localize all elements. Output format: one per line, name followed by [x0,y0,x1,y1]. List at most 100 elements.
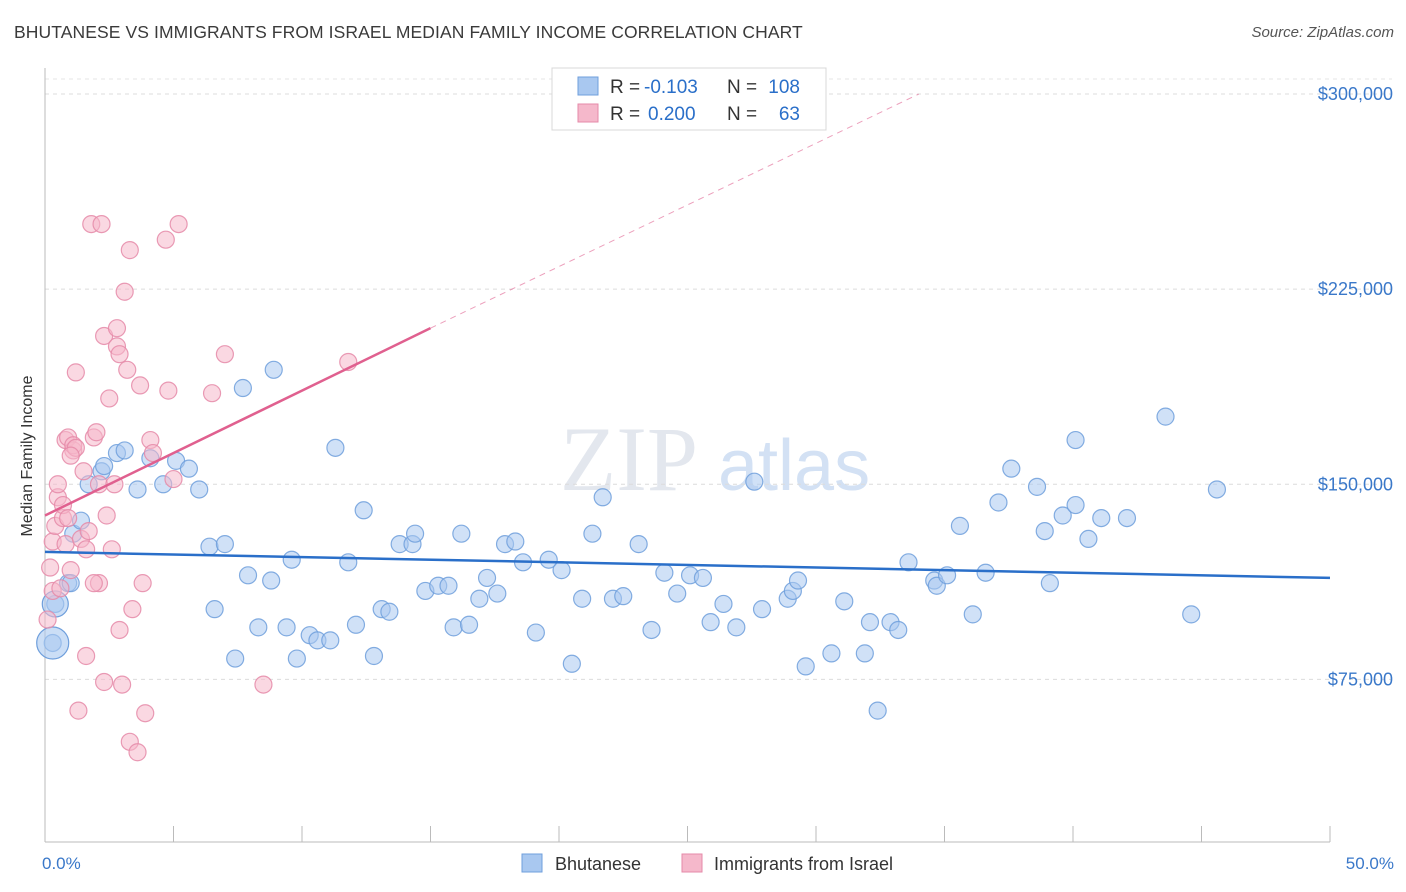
gridlines [45,78,1392,680]
israel-trend-extension [430,93,920,329]
bhutanese-point [950,516,970,535]
y-axis-label: Median Family Income [19,375,36,536]
bhutanese-point [1066,495,1085,515]
bhutanese-point [282,550,301,569]
bhutanese-point [1092,508,1111,528]
bhutanese-point [1117,508,1137,528]
bottom-legend-label-blue: Bhutanese [555,854,641,874]
bhutanese-point [238,566,258,585]
israel-point [133,574,152,593]
bhutanese-point [128,480,147,499]
bhutanese-point [1040,574,1059,593]
legend: R = -0.103 N = 108 R = 0.200 N = 63 [551,67,827,131]
israel-point [112,675,132,694]
bhutanese-point [405,524,425,543]
israel-trend-line [44,327,432,517]
israel-point [128,743,147,762]
bhutanese-point [989,493,1008,512]
israel-point [107,319,127,338]
bhutanese-point [1027,477,1047,496]
bhutanese-point [976,563,995,582]
israel-point [123,600,142,619]
bhutanese-point [200,537,219,556]
watermark-atlas: atlas [718,426,870,506]
bhutanese-point-large [36,626,70,660]
bhutanese-point [835,592,854,611]
israel-point [59,508,78,528]
bhutanese-point [1182,605,1201,624]
bhutanese-point [655,563,674,582]
bhutanese-point [1207,480,1227,499]
bhutanese-point [752,600,772,619]
israel-point [61,446,80,465]
israel-point [156,230,175,249]
bhutanese-point [855,644,874,663]
legend-n-value-pink: 63 [779,104,800,125]
legend-r-label-blue: R = [610,77,640,98]
bottom-legend-swatch-pink [681,853,703,873]
bhutanese-point [346,615,366,634]
bhutanese-point [701,613,720,632]
bhutanese-point [470,589,489,608]
israel-point [38,610,57,629]
israel-point [77,540,96,559]
bhutanese-point [614,587,633,606]
legend-swatch-blue [577,76,599,96]
bhutanese-trend-line [44,550,1331,580]
bhutanese-point [444,618,463,637]
israel-point [61,561,80,580]
bhutanese-point [339,553,358,572]
bhutanese-point [1066,430,1085,450]
bhutanese-point [822,644,841,663]
bhutanese-point [506,532,525,551]
israel-point [48,475,67,494]
y-tick-labels: $75,000 $150,000 $225,000 $300,000 [1318,84,1393,689]
israel-point [202,384,222,403]
bhutanese-point [788,571,808,590]
bottom-legend: Bhutanese Immigrants from Israel [521,853,893,874]
israel-point [130,376,150,395]
legend-r-value-pink: 0.200 [648,104,696,125]
bhutanese-point [745,472,764,491]
bhutanese-point [714,594,733,614]
bhutanese-point [889,620,908,640]
bottom-legend-swatch-blue [521,853,543,873]
bhutanese-point [190,480,209,499]
israel-point [69,701,88,720]
bhutanese-point [326,438,345,457]
israel-point [136,704,155,723]
x-tick-label-min: 0.0% [42,854,81,873]
israel-point [100,389,119,408]
bhutanese-point [1156,407,1175,426]
israel-point [87,423,106,442]
x-tick-label-max: 50.0% [1346,854,1394,873]
israel-point [110,345,129,364]
bhutanese-point [277,618,296,637]
bhutanese-point [642,620,661,640]
israel-point [215,345,234,364]
bhutanese-point [115,441,134,460]
chart-title: BHUTANESE VS IMMIGRANTS FROM ISRAEL MEDI… [14,22,803,42]
israel-point [74,462,93,481]
bhutanese-point [693,568,713,588]
israel-points [38,215,358,762]
bhutanese-point [668,584,687,603]
bhutanese-point [526,623,545,642]
israel-point [56,535,75,554]
bhutanese-point [1035,521,1054,541]
source-label: Source: ZipAtlas.com [1251,24,1394,41]
bhutanese-point [264,360,283,379]
legend-r-value-blue: -0.103 [644,77,698,98]
bhutanese-point [552,561,571,580]
israel-point [254,675,273,694]
israel-point [79,521,98,541]
bhutanese-point [233,378,252,398]
bhutanese-point [477,568,497,588]
bhutanese-point [629,535,648,554]
bhutanese-point [860,613,880,632]
israel-point [84,574,103,593]
bhutanese-point [287,649,306,668]
y-tick-label: $150,000 [1318,474,1393,494]
watermark-zip: ZIP [560,408,698,510]
israel-point [110,620,129,640]
